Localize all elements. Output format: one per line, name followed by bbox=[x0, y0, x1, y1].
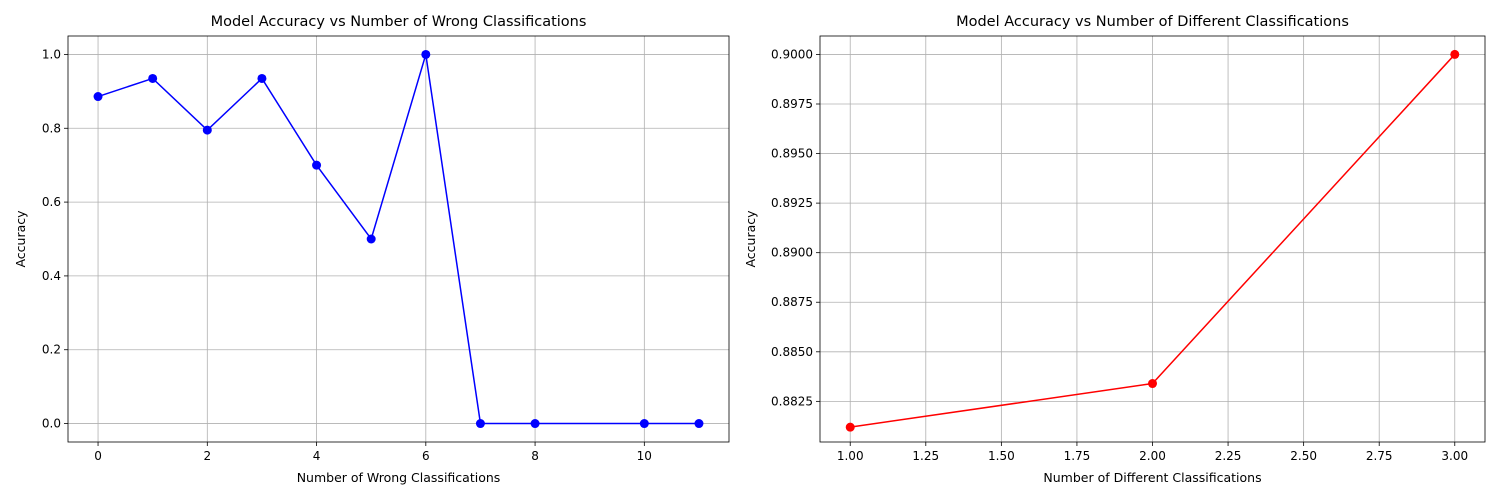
y-tick-label: 0.8900 bbox=[771, 246, 813, 260]
chart-title: Model Accuracy vs Number of Wrong Classi… bbox=[211, 14, 587, 30]
x-tick-label: 2.00 bbox=[1139, 449, 1166, 463]
y-axis-label: Accuracy bbox=[13, 210, 28, 268]
grid bbox=[68, 36, 729, 442]
data-point bbox=[639, 419, 649, 429]
x-tick-label: 1.25 bbox=[912, 449, 939, 463]
data-point bbox=[694, 419, 704, 429]
y-tick-label: 0.2 bbox=[42, 343, 61, 357]
y-tick-label: 0.4 bbox=[42, 269, 61, 283]
data-point bbox=[845, 422, 855, 432]
x-tick-label: 10 bbox=[637, 449, 652, 463]
y-tick-label: 0.8825 bbox=[771, 394, 813, 408]
y-axis-ticks: 0.0 0.2 0.4 0.6 0.8 1.0 bbox=[42, 47, 68, 431]
x-tick-label: 4 bbox=[313, 449, 321, 463]
data-point bbox=[421, 49, 431, 59]
data-point bbox=[93, 92, 103, 102]
data-point bbox=[257, 73, 267, 83]
x-axis-ticks: 1.00 1.25 1.50 1.75 2.00 2.25 2.50 2.75 3.00 bbox=[837, 442, 1468, 463]
x-tick-label: 3.00 bbox=[1441, 449, 1468, 463]
y-tick-label: 0.8975 bbox=[771, 97, 813, 111]
grid bbox=[820, 36, 1485, 442]
y-tick-label: 0.8925 bbox=[771, 196, 813, 210]
x-tick-label: 1.75 bbox=[1064, 449, 1091, 463]
data-point bbox=[1148, 379, 1157, 389]
data-point bbox=[148, 73, 158, 83]
y-tick-label: 0.9000 bbox=[771, 47, 813, 61]
x-tick-label: 1.00 bbox=[837, 449, 864, 463]
y-axis-ticks: 0.8825 0.8850 0.8875 0.8900 0.8925 0.8950 0.89… bbox=[771, 47, 820, 408]
x-axis-label: Number of Wrong Classifications bbox=[297, 470, 501, 485]
series-line bbox=[97, 54, 699, 425]
chart-title: Model Accuracy vs Number of Different Cl… bbox=[956, 14, 1349, 30]
x-tick-label: 8 bbox=[531, 449, 539, 463]
x-tick-label: 1.50 bbox=[988, 449, 1015, 463]
x-tick-label: 6 bbox=[422, 449, 430, 463]
y-tick-label: 1.0 bbox=[42, 47, 61, 61]
data-point bbox=[366, 234, 376, 244]
y-tick-label: 0.8950 bbox=[771, 147, 813, 161]
y-tick-label: 0.8850 bbox=[771, 345, 813, 359]
y-axis-label: Accuracy bbox=[743, 210, 758, 268]
x-axis-label: Number of Different Classifications bbox=[1043, 470, 1261, 485]
data-point bbox=[202, 125, 212, 135]
series-markers bbox=[93, 49, 704, 429]
chart-wrong-classifications: 0 2 4 6 8 10 0.0 0.2 0.4 0.6 0.8 1.0 Model Accurac… bbox=[13, 14, 730, 485]
x-axis-ticks: 0 2 4 6 8 10 bbox=[94, 442, 652, 463]
x-tick-label: 2 bbox=[203, 449, 211, 463]
x-tick-label: 0 bbox=[94, 449, 102, 463]
data-point bbox=[312, 160, 322, 170]
chart-different-classifications: 1.00 1.25 1.50 1.75 2.00 2.25 2.50 2.75 3.00 0.8… bbox=[743, 14, 1486, 485]
y-tick-label: 0.6 bbox=[42, 195, 61, 209]
data-point bbox=[530, 419, 540, 429]
plot-frame bbox=[67, 35, 730, 443]
x-tick-label: 2.75 bbox=[1366, 449, 1393, 463]
data-point bbox=[475, 419, 485, 429]
y-tick-label: 0.8 bbox=[42, 121, 61, 135]
series-markers bbox=[845, 49, 1460, 432]
x-tick-label: 2.25 bbox=[1215, 449, 1242, 463]
x-tick-label: 2.50 bbox=[1290, 449, 1317, 463]
data-point bbox=[1450, 49, 1460, 59]
y-tick-label: 0.8875 bbox=[771, 295, 813, 309]
y-tick-label: 0.0 bbox=[42, 417, 61, 431]
